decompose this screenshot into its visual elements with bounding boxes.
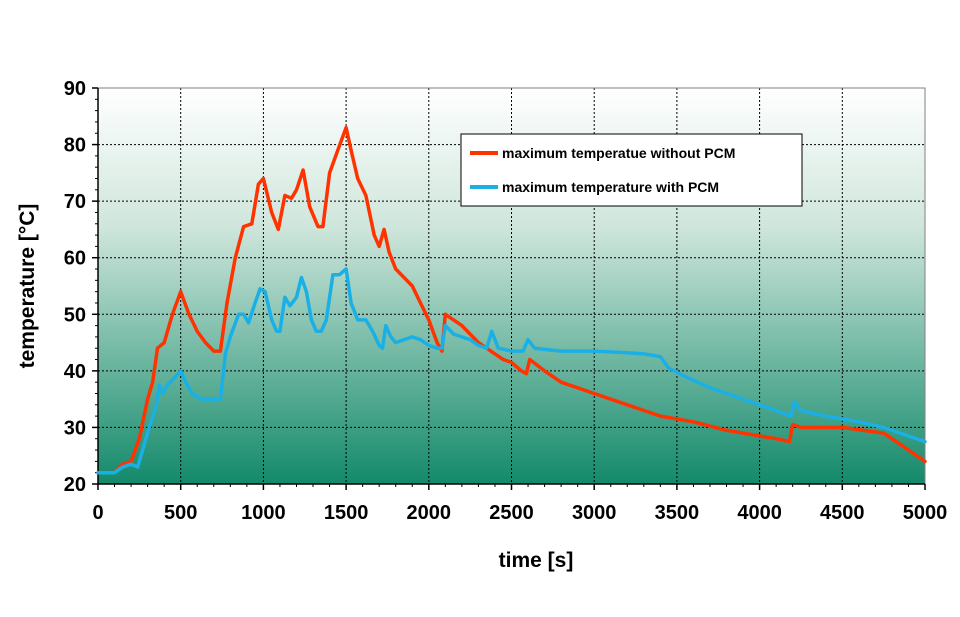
x-tick-label-5000: 5000 xyxy=(903,502,948,524)
x-tick-label-0: 0 xyxy=(92,502,103,524)
grid-lines xyxy=(98,88,925,484)
x-axis-title: time [s] xyxy=(499,549,574,572)
series-lines xyxy=(96,125,927,475)
series-line-with-pcm xyxy=(96,267,927,475)
x-tick-label-500: 500 xyxy=(164,502,197,524)
x-tick-label-2500: 2500 xyxy=(489,502,534,524)
y-axis-title: temperature [°C] xyxy=(16,204,39,369)
y-tick-label-30: 30 xyxy=(64,417,86,439)
x-tick-label-3500: 3500 xyxy=(655,502,700,524)
y-tick-label-40: 40 xyxy=(64,361,86,383)
y-tick-label-70: 70 xyxy=(64,191,86,213)
y-tick-label-60: 60 xyxy=(64,248,86,270)
y-tick-label-90: 90 xyxy=(64,78,86,100)
y-tick-label-80: 80 xyxy=(64,135,86,157)
legend: maximum temperatue without PCM maximum t… xyxy=(460,133,803,207)
legend-label-with-pcm: maximum temperature with PCM xyxy=(502,179,719,195)
series-line-without-pcm xyxy=(96,125,927,475)
x-tick-label-4500: 4500 xyxy=(820,502,865,524)
x-tick-label-1500: 1500 xyxy=(324,502,369,524)
y-tick-label-50: 50 xyxy=(64,304,86,326)
y-tick-label-20: 20 xyxy=(64,474,86,496)
x-tick-label-4000: 4000 xyxy=(737,502,782,524)
x-tick-label-2000: 2000 xyxy=(407,502,452,524)
legend-box xyxy=(460,133,803,207)
x-tick-label-1000: 1000 xyxy=(241,502,286,524)
tick-marks xyxy=(92,87,926,490)
x-tick-label-3000: 3000 xyxy=(572,502,617,524)
legend-label-without-pcm: maximum temperatue without PCM xyxy=(502,145,735,161)
tick-labels: 20 30 40 50 60 70 80 90 0 500 1000 1500 2000 2500 3000… xyxy=(64,78,948,524)
